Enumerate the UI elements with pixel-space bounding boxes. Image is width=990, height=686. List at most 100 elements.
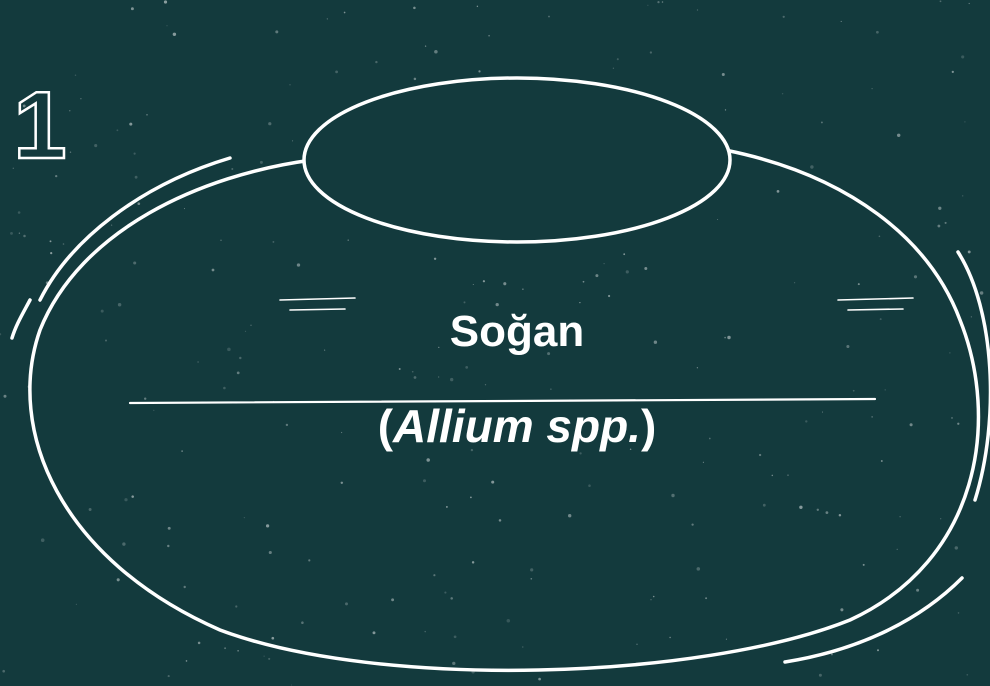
speckle <box>129 122 133 126</box>
speckle <box>820 121 823 124</box>
speckle <box>939 0 942 3</box>
speckle <box>398 368 401 370</box>
speckle <box>629 448 632 450</box>
speckle <box>49 240 52 243</box>
speckle <box>522 646 524 648</box>
speckle <box>538 677 541 681</box>
speckle <box>649 51 653 54</box>
accent-stroke <box>38 156 232 302</box>
speckle <box>896 133 901 138</box>
speckle <box>167 544 170 548</box>
speckle <box>50 251 53 255</box>
speckle <box>122 542 126 546</box>
speckle <box>413 376 417 379</box>
speckle <box>391 598 395 602</box>
speckle <box>957 422 960 425</box>
speckle <box>916 588 920 592</box>
speckle <box>181 450 183 452</box>
speckle <box>10 231 13 235</box>
speckle <box>862 563 865 566</box>
speckle <box>268 657 271 660</box>
speckle <box>951 70 954 74</box>
speckle <box>372 631 376 635</box>
speckle <box>805 420 808 423</box>
speckle <box>951 416 953 419</box>
speckle <box>852 389 855 392</box>
speckle <box>818 673 822 677</box>
speckle <box>880 460 883 462</box>
speckle <box>652 595 655 598</box>
speckle <box>964 121 966 123</box>
speckle <box>133 152 136 155</box>
speckle <box>471 561 475 564</box>
speckle <box>236 371 240 375</box>
speckle <box>137 202 141 206</box>
speckle <box>292 140 294 142</box>
speckle <box>871 416 873 418</box>
speckle <box>708 437 711 440</box>
speckle <box>503 282 507 286</box>
speckle <box>289 84 291 86</box>
speckle <box>445 505 448 508</box>
speckle <box>899 516 901 518</box>
speckle <box>40 538 45 542</box>
speckle <box>130 7 134 11</box>
speckle <box>876 30 879 34</box>
speckle <box>937 224 941 228</box>
speckle <box>18 232 21 234</box>
speckle <box>816 508 819 511</box>
speckle <box>340 431 343 434</box>
speckle <box>290 684 293 686</box>
speckle <box>484 384 487 386</box>
speckle <box>185 660 188 662</box>
speckle <box>725 638 727 640</box>
speckle <box>347 239 349 241</box>
speckle <box>582 280 585 283</box>
speckle <box>799 505 803 509</box>
speckle <box>696 567 701 571</box>
speckle <box>438 346 440 348</box>
speckle <box>653 340 658 344</box>
speckle <box>220 239 222 241</box>
speckle <box>250 324 252 326</box>
speckle <box>62 243 65 245</box>
speckle <box>271 636 275 640</box>
speckle <box>265 524 270 528</box>
speckle <box>488 34 490 37</box>
speckle <box>724 109 727 111</box>
speckle <box>491 480 495 484</box>
speckle <box>326 18 328 20</box>
speckle <box>146 113 148 116</box>
speckle <box>413 77 417 81</box>
speckle <box>117 302 122 307</box>
accent-stroke <box>10 298 32 340</box>
speckle <box>424 45 427 47</box>
subtitle: (Allium spp.) <box>378 400 657 452</box>
top-ellipse <box>302 76 732 244</box>
speckle <box>579 452 582 455</box>
speckle <box>661 1 664 3</box>
speckle <box>896 548 898 550</box>
speckle <box>444 591 447 594</box>
speckle <box>272 240 275 243</box>
speckle <box>69 151 72 153</box>
speckle <box>568 514 572 518</box>
speckle <box>243 516 246 519</box>
latin-name: Allium spp. <box>392 400 641 452</box>
speckle <box>167 675 170 678</box>
speckle <box>938 206 942 210</box>
speckle <box>579 301 581 304</box>
speckle <box>131 495 134 498</box>
speckle <box>840 608 844 612</box>
speckle <box>522 288 524 290</box>
speckle <box>426 458 430 462</box>
speckle <box>625 270 629 274</box>
speckle <box>453 635 457 639</box>
dash-marks <box>837 297 914 311</box>
accent-stroke <box>783 576 964 664</box>
speckle <box>80 98 82 100</box>
speckle <box>244 330 247 332</box>
speckle <box>116 129 119 132</box>
